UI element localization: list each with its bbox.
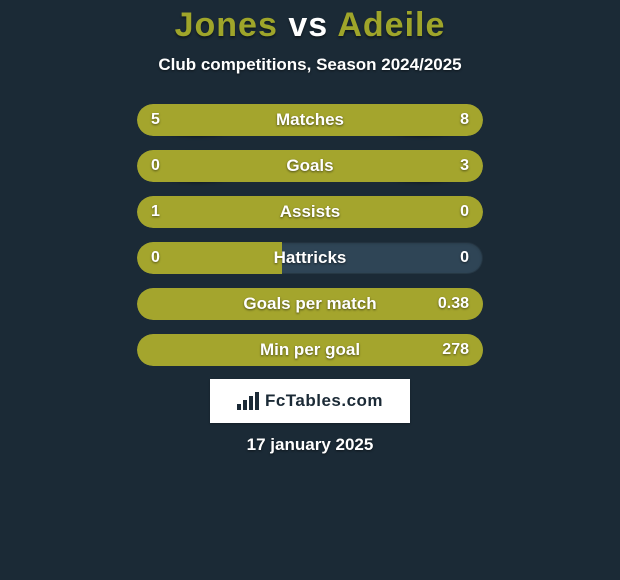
bar-right-value: 0 bbox=[446, 196, 483, 228]
title-vs: vs bbox=[288, 6, 328, 44]
bar-right-value: 278 bbox=[428, 334, 483, 366]
source-logo: FcTables.com bbox=[210, 379, 410, 423]
comparison-infographic: Jones vs Adeile Club competitions, Seaso… bbox=[0, 0, 620, 580]
comparison-row: 03Goals bbox=[137, 143, 483, 189]
bar-left-value: 0 bbox=[137, 242, 174, 274]
comparison-row: 278Min per goal bbox=[137, 327, 483, 373]
subtitle: Club competitions, Season 2024/2025 bbox=[158, 55, 461, 75]
comparison-row: 10Assists bbox=[137, 189, 483, 235]
stat-bar: 0.38Goals per match bbox=[137, 288, 483, 320]
bar-left-value bbox=[137, 334, 165, 366]
bar-right-value: 8 bbox=[446, 104, 483, 136]
title-player2: Adeile bbox=[337, 6, 445, 44]
comparison-row: 0.38Goals per match bbox=[137, 281, 483, 327]
bar-right-value: 0.38 bbox=[424, 288, 483, 320]
bar-left-value: 0 bbox=[137, 150, 174, 182]
bar-right-fill bbox=[206, 150, 483, 182]
bar-right-value: 0 bbox=[446, 242, 483, 274]
bar-left-value: 1 bbox=[137, 196, 174, 228]
bars-icon bbox=[237, 392, 259, 410]
bar-left-value bbox=[137, 288, 165, 320]
date: 17 january 2025 bbox=[247, 435, 374, 455]
bar-left-fill bbox=[137, 196, 403, 228]
stat-bar: 00Hattricks bbox=[137, 242, 483, 274]
stat-bar: 03Goals bbox=[137, 150, 483, 182]
page-title: Jones vs Adeile bbox=[175, 6, 446, 45]
logo-text: FcTables.com bbox=[265, 391, 383, 411]
stat-bar: 10Assists bbox=[137, 196, 483, 228]
stat-bar: 278Min per goal bbox=[137, 334, 483, 366]
comparison-rows: 58Matches03Goals10Assists00Hattricks0.38… bbox=[137, 97, 483, 373]
stat-bar: 58Matches bbox=[137, 104, 483, 136]
comparison-row: 58Matches bbox=[137, 97, 483, 143]
bar-left-value: 5 bbox=[137, 104, 174, 136]
bar-right-value: 3 bbox=[446, 150, 483, 182]
comparison-row: 00Hattricks bbox=[137, 235, 483, 281]
title-player1: Jones bbox=[175, 6, 278, 44]
